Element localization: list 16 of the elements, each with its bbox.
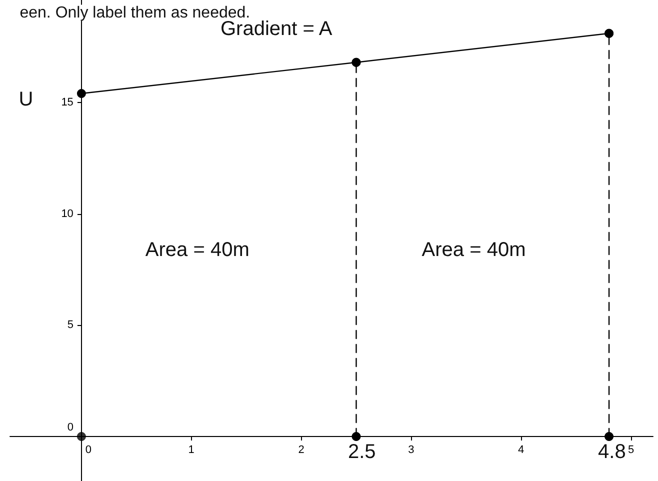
x-tick-label: 0 bbox=[85, 444, 92, 456]
annotation: Area = 40m bbox=[145, 239, 250, 262]
x-tick-label: 1 bbox=[188, 444, 194, 456]
y-axis-title: U bbox=[18, 88, 34, 110]
annotation: een. Only label them as needed. bbox=[20, 4, 250, 22]
y-tick-label: 10 bbox=[61, 208, 74, 220]
annotation: 2.5 bbox=[348, 441, 376, 464]
annotation: 4.8 bbox=[598, 441, 626, 464]
annotation: Area = 40m bbox=[422, 239, 526, 262]
x-tick-label: 2 bbox=[298, 444, 304, 456]
y-tick-label: 15 bbox=[61, 96, 74, 108]
y-tick-label: 5 bbox=[67, 319, 74, 332]
x-tick-label: 4 bbox=[518, 444, 524, 456]
x-tick-label: 3 bbox=[408, 444, 414, 456]
x-tick-label: 5 bbox=[628, 444, 634, 456]
y-tick-label: 0 bbox=[67, 421, 74, 434]
